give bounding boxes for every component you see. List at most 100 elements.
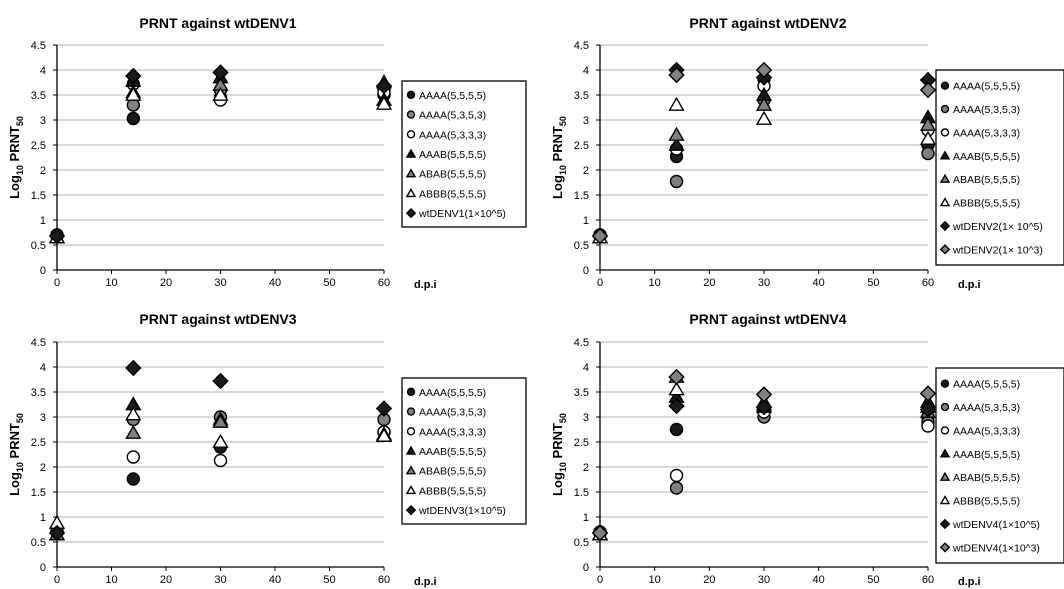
legend-marker <box>406 90 416 100</box>
data-point <box>921 419 935 433</box>
x-tick-label: 20 <box>160 574 172 586</box>
y-tick-label: 2 <box>40 462 46 474</box>
data-point <box>125 359 142 377</box>
y-tick-label: 3 <box>583 115 589 127</box>
y-axis-label-part: Log <box>550 472 565 496</box>
y-axis-label-part: 50 <box>15 413 25 423</box>
legend-label: ABBB(5,5,5,5) <box>953 198 1020 210</box>
y-tick-label: 2 <box>583 462 589 474</box>
x-tick-label: 40 <box>269 277 281 289</box>
data-point <box>921 146 935 161</box>
legend-marker <box>940 402 950 412</box>
legend-marker <box>405 187 417 198</box>
y-tick-label: 1 <box>583 512 589 524</box>
chart-panel-2: PRNT against wtDENV2 0 0.5 1 1.5 2 2.5 3 3.5 4 4.5… <box>550 15 1064 291</box>
legend: AAAA(5,5,5,5) AAAA(5,3,5,3) AAAA(5,3,3,3) A… <box>401 80 527 228</box>
y-tick-label: 3.5 <box>31 387 46 399</box>
legend-marker <box>939 244 951 255</box>
legend-box <box>935 69 1064 266</box>
x-tick-label: 50 <box>867 574 879 586</box>
data-point <box>919 130 937 145</box>
legend-label: wtDENV1(1×10^5) <box>418 208 506 220</box>
legend-label: AAAB(5,5,5,5) <box>953 449 1020 461</box>
y-tick-label: 4 <box>40 65 46 77</box>
data-point <box>212 433 229 448</box>
y-tick-label: 1.5 <box>574 487 589 499</box>
y-tick-label: 1.5 <box>31 190 46 202</box>
legend-marker <box>406 387 416 397</box>
chart-panel-4: PRNT against wtDENV4 0 0.5 1 1.5 2 2.5 3 3.5 4 4.5… <box>550 311 1064 588</box>
legend-marker <box>405 207 417 219</box>
legend-label: ABAB(5,5,5,5) <box>419 169 486 181</box>
y-axis-label: Log10 PRNT50 <box>550 116 568 199</box>
data-point <box>755 398 773 416</box>
data-point <box>669 481 684 495</box>
data-point <box>668 66 685 84</box>
x-tick-label: 50 <box>867 277 879 289</box>
data-point <box>126 450 141 464</box>
y-tick-label: 4.5 <box>31 337 46 349</box>
data-point <box>755 61 773 79</box>
chart-panel-3: PRNT against wtDENV3 0 0.5 1 1.5 2 2.5 3 3.5 4 4.5… <box>7 311 527 588</box>
legend-marker <box>939 197 951 207</box>
legend-label: AAAA(5,3,5,3) <box>419 407 486 419</box>
data-point <box>668 96 685 111</box>
legend-marker <box>939 220 951 232</box>
y-axis-label: Log10 PRNT50 <box>550 413 568 496</box>
x-tick-label: 40 <box>813 277 825 289</box>
legend-label: ABAB(5,5,5,5) <box>953 472 1020 484</box>
legend-marker <box>405 484 417 495</box>
x-tick-label: 20 <box>703 574 715 586</box>
data-point <box>126 472 141 486</box>
y-tick-label: 2.5 <box>31 140 46 152</box>
legend-label: wtDENV4(1×10^3) <box>952 542 1040 554</box>
legend-label: AAAB(5,5,5,5) <box>419 149 486 161</box>
legend-marker <box>406 110 416 119</box>
legend-label: AAAA(5,5,5,5) <box>419 90 486 102</box>
legend-label: wtDENV3(1×10^5) <box>418 505 506 517</box>
y-tick-label: 2.5 <box>574 140 589 152</box>
data-point <box>126 111 141 126</box>
x-tick-label: 0 <box>597 574 603 586</box>
legend-marker <box>405 445 417 455</box>
x-tick-label: 30 <box>214 277 226 289</box>
y-tick-label: 0.5 <box>31 537 46 549</box>
data-point <box>668 381 685 396</box>
legend-label: ABAB(5,5,5,5) <box>953 174 1020 186</box>
y-tick-label: 3 <box>40 412 46 424</box>
y-tick-label: 0.5 <box>574 240 589 252</box>
data-point <box>125 424 142 439</box>
legend-marker <box>405 504 417 516</box>
legend: AAAA(5,5,5,5) AAAA(5,3,5,3) AAAA(5,3,3,3) A… <box>401 377 527 525</box>
data-point <box>212 413 229 428</box>
legend-marker <box>406 130 416 139</box>
y-tick-label: 1 <box>40 512 46 524</box>
y-axis-label-part: 50 <box>558 116 568 126</box>
legend-marker <box>406 407 416 416</box>
data-point <box>591 524 609 542</box>
data-point <box>375 77 393 95</box>
y-tick-label: 0.5 <box>574 537 589 549</box>
chart-title: PRNT against wtDENV1 <box>139 15 296 31</box>
legend-label: AAAA(5,5,5,5) <box>419 387 486 399</box>
legend-box <box>401 80 527 228</box>
legend-marker <box>405 168 417 178</box>
y-tick-label: 1.5 <box>574 190 589 202</box>
legend-marker <box>939 173 951 183</box>
chart-title: PRNT against wtDENV4 <box>689 311 846 327</box>
data-point <box>919 116 937 131</box>
legend-marker <box>940 379 950 388</box>
data-point <box>668 397 685 415</box>
chart-title: PRNT against wtDENV2 <box>689 15 846 31</box>
legend-marker <box>939 518 951 530</box>
data-point <box>755 110 773 125</box>
y-axis-label-part: Log <box>7 175 22 199</box>
y-tick-label: 4 <box>583 65 589 77</box>
x-tick-label: 0 <box>54 277 60 289</box>
data-point <box>755 386 773 403</box>
legend-label: AAAA(5,3,3,3) <box>953 425 1020 437</box>
data-point <box>48 227 66 245</box>
y-tick-label: 4.5 <box>31 40 46 52</box>
x-tick-label: 0 <box>54 574 60 586</box>
